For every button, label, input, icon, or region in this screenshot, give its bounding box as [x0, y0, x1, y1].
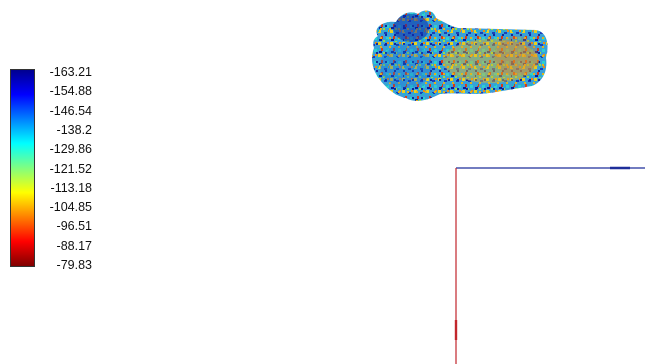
- molecular-surface-mesh[interactable]: [366, 6, 550, 106]
- colorbar-tick-label: -146.54: [49, 103, 92, 118]
- colorbar-scale: [10, 69, 35, 267]
- colorbar-tick-label: -104.85: [49, 200, 92, 215]
- colorbar-tick-label: -163.21: [49, 65, 92, 79]
- coordinate-axes: [454, 166, 645, 364]
- colorbar-tick-label: -113.18: [50, 180, 92, 195]
- colorbar-tick-label: -79.83: [56, 258, 92, 272]
- colorbar-tick-label: -121.52: [49, 161, 92, 176]
- colorbar-tick-label: -88.17: [56, 238, 92, 253]
- colorbar-tick-labels: -163.21 -154.88 -146.54 -138.2 -129.86 -121.5…: [36, 65, 96, 285]
- colorbar-tick-label: -96.51: [56, 219, 92, 234]
- colorbar-tick-label: -138.2: [56, 122, 92, 137]
- colorbar-tick-label: -129.86: [49, 142, 92, 157]
- colorbar-tick-label: -154.88: [49, 84, 92, 99]
